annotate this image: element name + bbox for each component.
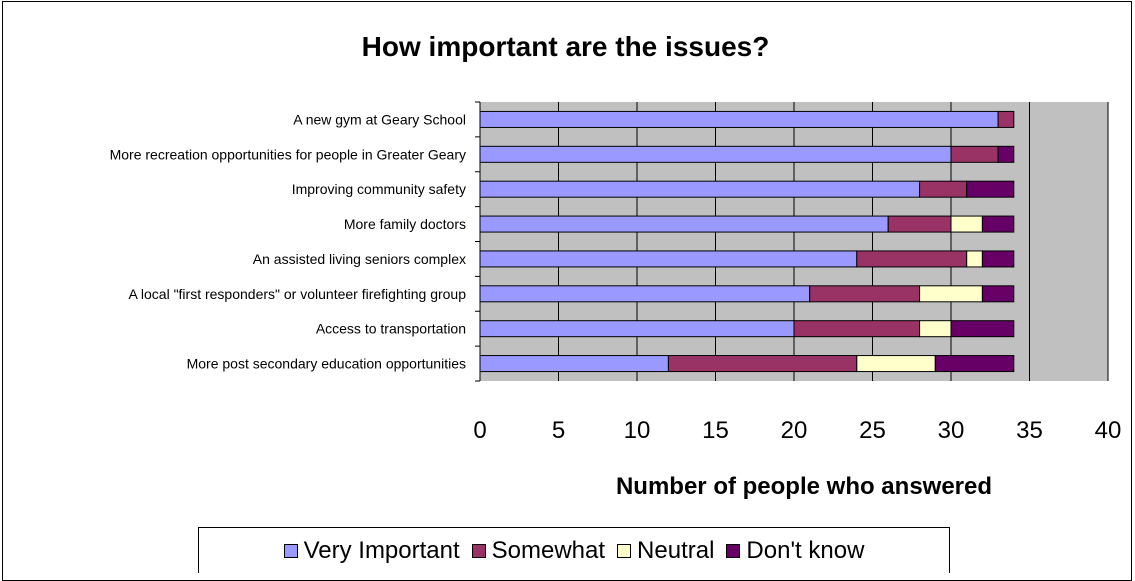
- bar-4-series-0: [479, 250, 858, 268]
- chart-title: How important are the issues?: [361, 31, 770, 62]
- bar-3-series-0: [479, 215, 889, 233]
- bar-6-series-0: [479, 320, 795, 338]
- bar-3-series-1: [887, 215, 952, 233]
- x-tick-label-4: 20: [781, 417, 808, 444]
- category-label-4: An assisted living seniors complex: [253, 251, 466, 267]
- category-label-5: A local "first responders" or volunteer …: [128, 286, 466, 302]
- bar-5-series-0: [479, 285, 811, 303]
- legend-swatch-dont-know: [726, 543, 741, 558]
- chart-legend: Very Important Somewhat Neutral Don't kn…: [198, 527, 950, 573]
- bar-5-series-3: [981, 285, 1015, 303]
- x-tick-label-6: 30: [938, 417, 965, 444]
- category-label-3: More family doctors: [344, 216, 466, 232]
- legend-item-neutral: Neutral: [617, 537, 714, 565]
- bar-3-series-2: [950, 215, 983, 233]
- category-label-2: Improving community safety: [292, 181, 466, 197]
- bar-7-series-0: [479, 355, 669, 373]
- bar-1-series-1: [950, 145, 999, 163]
- x-axis-title: Number of people who answered: [616, 473, 992, 500]
- category-label-0: A new gym at Geary School: [293, 111, 466, 127]
- category-label-1: More recreation opportunities for people…: [110, 146, 466, 162]
- bar-1-series-3: [997, 145, 1015, 163]
- bar-6-series-3: [950, 320, 1015, 338]
- bar-3-series-3: [981, 215, 1015, 233]
- x-tick-label-1: 5: [552, 417, 565, 444]
- legend-label-neutral: Neutral: [637, 536, 715, 564]
- bar-6-series-1: [793, 320, 921, 338]
- bar-0-series-1: [997, 110, 1015, 128]
- bar-7-series-2: [856, 355, 936, 373]
- x-tick-label-0: 0: [473, 417, 486, 444]
- bar-5-series-2: [919, 285, 983, 303]
- legend-item-somewhat: Somewhat: [471, 536, 606, 565]
- bar-2-series-3: [966, 180, 1015, 198]
- bar-1-series-0: [479, 145, 952, 163]
- bar-2-series-0: [479, 180, 921, 198]
- x-tick-label-8: 40: [1095, 417, 1122, 444]
- bar-4-series-2: [966, 250, 983, 268]
- category-label-7: More post secondary education opportunit…: [187, 356, 466, 372]
- legend-label-dont-know: Don't know: [746, 536, 865, 564]
- bar-7-series-1: [667, 355, 858, 373]
- legend-swatch-very-important: [283, 543, 298, 558]
- bar-0-series-0: [479, 110, 999, 128]
- bar-7-series-3: [934, 355, 1015, 373]
- legend-item-very-important: Very Important: [283, 536, 460, 565]
- legend-swatch-somewhat: [471, 543, 486, 558]
- bar-2-series-1: [919, 180, 968, 198]
- bar-6-series-2: [919, 320, 952, 338]
- legend-label-somewhat: Somewhat: [491, 536, 606, 564]
- legend-label-very-important: Very Important: [303, 536, 460, 564]
- x-tick-label-5: 25: [859, 417, 886, 444]
- legend-item-dont-know: Don't know: [726, 537, 864, 565]
- x-tick-label-3: 15: [702, 417, 729, 444]
- bar-5-series-1: [809, 285, 921, 303]
- legend-swatch-neutral: [617, 543, 632, 558]
- x-tick-label-2: 10: [624, 417, 651, 444]
- bar-4-series-1: [856, 250, 968, 268]
- category-label-6: Access to transportation: [316, 321, 466, 337]
- bar-4-series-3: [981, 250, 1015, 268]
- x-tick-label-7: 35: [1016, 417, 1043, 444]
